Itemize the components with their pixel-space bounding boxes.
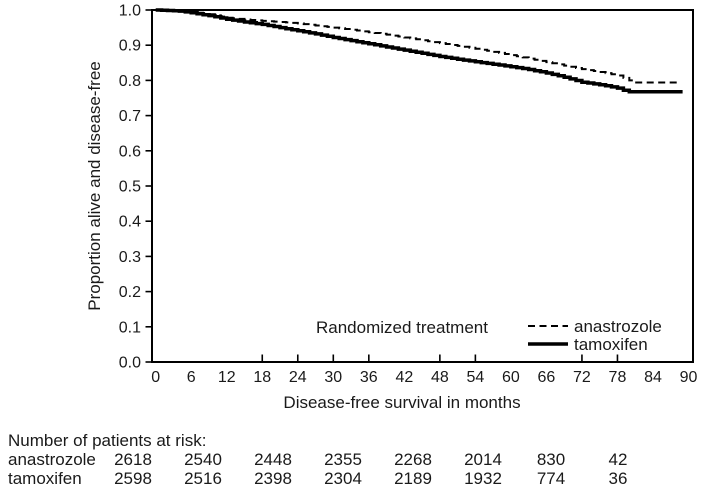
risk-count: 2268 xyxy=(394,450,432,469)
legend-label-tamoxifen: tamoxifen xyxy=(574,335,648,354)
risk-count: 2398 xyxy=(254,469,292,488)
x-tick-label: 90 xyxy=(680,369,698,386)
risk-count: 42 xyxy=(609,450,628,469)
risk-count: 2189 xyxy=(394,469,432,488)
plot-frame xyxy=(151,9,694,363)
risk-count: 1932 xyxy=(464,469,502,488)
y-tick-label: 0.6 xyxy=(119,143,141,160)
x-tick-label: 6 xyxy=(187,369,196,386)
risk-count: 2540 xyxy=(184,450,222,469)
legend-title: Randomized treatment xyxy=(316,318,488,337)
risk-table-title: Number of patients at risk: xyxy=(8,431,206,450)
y-tick-label: 0.1 xyxy=(119,319,141,336)
x-tick-label: 48 xyxy=(431,369,449,386)
x-tick-label: 66 xyxy=(538,369,556,386)
y-tick-label: 0.5 xyxy=(119,179,141,196)
y-tick-label: 0.2 xyxy=(119,284,141,301)
x-tick-label: 36 xyxy=(360,369,378,386)
risk-count: 774 xyxy=(537,469,565,488)
risk-count: 2014 xyxy=(464,450,502,469)
risk-count: 2304 xyxy=(324,469,362,488)
y-tick-label: 0.7 xyxy=(119,108,141,125)
risk-count-values: 2618 2540 2448 2355 2268 2014 830 42 2598 2516 239… xyxy=(114,450,627,488)
x-axis-ticks: 0 6 12 18 24 30 36 42 48 54 60 66 72 78 84 90 xyxy=(151,354,698,386)
risk-count: 2355 xyxy=(324,450,362,469)
risk-row-label-anastrozole: anastrozole xyxy=(8,450,96,469)
risk-count: 830 xyxy=(537,450,565,469)
x-tick-label: 18 xyxy=(253,369,271,386)
y-tick-label: 0.9 xyxy=(119,38,141,55)
x-tick-label: 60 xyxy=(502,369,520,386)
risk-count: 2598 xyxy=(114,469,152,488)
y-tick-label: 1.0 xyxy=(119,3,141,20)
y-axis-title: Proportion alive and disease-free xyxy=(85,61,104,310)
x-tick-label: 0 xyxy=(151,369,160,386)
risk-count: 2618 xyxy=(114,450,152,469)
risk-count: 36 xyxy=(609,469,628,488)
x-tick-label: 42 xyxy=(395,369,413,386)
x-tick-label: 72 xyxy=(573,369,591,386)
risk-row-label-tamoxifen: tamoxifen xyxy=(8,469,82,488)
risk-count: 2448 xyxy=(254,450,292,469)
number-at-risk-table: Number of patients at risk: anastrozole … xyxy=(8,431,627,488)
legend-label-anastrozole: anastrozole xyxy=(574,317,662,336)
y-tick-label: 0.0 xyxy=(119,355,141,372)
x-tick-label: 84 xyxy=(644,369,662,386)
x-tick-label: 30 xyxy=(324,369,342,386)
risk-count: 2516 xyxy=(184,469,222,488)
legend: Randomized treatment anastrozole tamoxif… xyxy=(316,317,662,354)
x-axis-title: Disease-free survival in months xyxy=(283,393,520,412)
y-tick-label: 0.3 xyxy=(119,249,141,266)
x-tick-label: 54 xyxy=(466,369,484,386)
x-tick-label: 78 xyxy=(609,369,627,386)
y-axis-ticks: 1.0 0.9 0.8 0.7 0.6 0.5 0.4 0.3 0.2 0.1 0.0 xyxy=(119,3,152,372)
y-tick-label: 0.8 xyxy=(119,73,141,90)
y-tick-label: 0.4 xyxy=(119,214,141,231)
x-tick-label: 24 xyxy=(289,369,307,386)
tamoxifen-curve xyxy=(155,8,683,94)
x-tick-label: 12 xyxy=(218,369,236,386)
